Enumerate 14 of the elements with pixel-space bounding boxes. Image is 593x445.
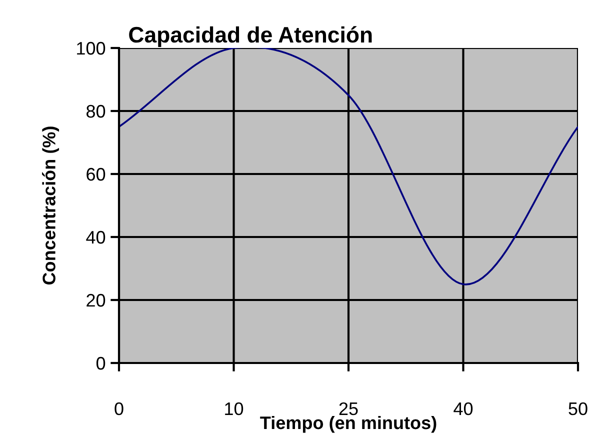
y-tick-label: 60: [86, 168, 106, 181]
x-tick-label: 25: [339, 402, 358, 416]
y-tick-label: 0: [96, 356, 106, 370]
x-tick-label: 50: [568, 402, 588, 416]
chart-title: Capacidad de Atención: [129, 26, 372, 48]
y-tick-label: 100: [77, 42, 106, 55]
x-axis-title: Tiempo (en minutos): [260, 416, 436, 433]
x-tick-label: 0: [114, 402, 124, 416]
y-tick-label: 80: [86, 104, 106, 118]
y-tick-label: 20: [86, 294, 106, 307]
x-tick-label: 10: [225, 402, 244, 416]
y-tick-label: 40: [86, 230, 106, 244]
y-axis-title: Concentración (%): [42, 126, 60, 285]
x-tick-label: 40: [454, 402, 473, 416]
